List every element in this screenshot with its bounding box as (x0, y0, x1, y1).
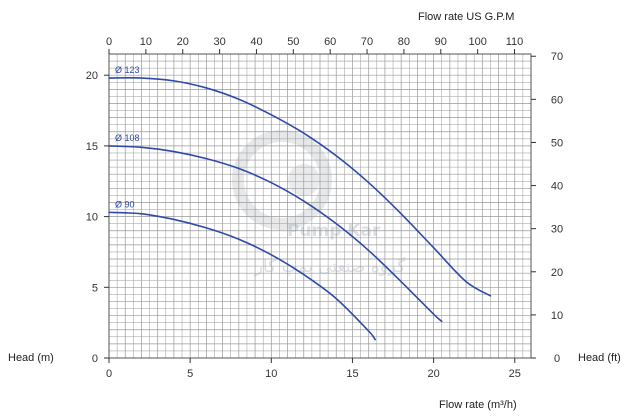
x-top-tick-label: 80 (398, 36, 410, 48)
watermark: Pump Kar گروه صنعتی پمپ کار (232, 130, 407, 277)
series: Ø 123 Ø 108 Ø 90 (108, 65, 492, 341)
x-top-tick-label: 90 (435, 36, 447, 48)
series-line-90 (108, 211, 376, 341)
y-right-tick-label: 30 (551, 224, 563, 236)
x-top-tick-label: 100 (468, 36, 486, 48)
watermark-logo-center (288, 164, 320, 196)
series-label-123: Ø 123 (115, 65, 140, 75)
y-right-axis-title: Head (ft) (578, 352, 621, 364)
y-left-axis-title: Head (m) (8, 352, 54, 364)
watermark-farsi-text: گروه صنعتی پمپ کار (254, 256, 407, 277)
y-left-tick-label: 15 (86, 141, 98, 153)
y-left-tick-label: 10 (86, 212, 98, 224)
plot-frame (108, 53, 532, 359)
series-label-108: Ø 108 (115, 133, 140, 143)
axes: 0 5 10 15 20 250 10 20 30 40 50 60 70 80 90 100 11005101… (86, 36, 563, 380)
series-label-90: Ø 90 (115, 199, 135, 209)
x-top-tick-label: 70 (361, 36, 373, 48)
x-bottom-tick-label: 20 (427, 368, 439, 380)
x-top-tick-label: 40 (250, 36, 262, 48)
x-top-tick-label: 60 (324, 36, 336, 48)
watermark-brand: Pump Kar (287, 221, 381, 241)
x-top-tick-label: 10 (140, 36, 152, 48)
x-top-tick-label: 0 (106, 36, 112, 48)
y-right-tick-label: 10 (551, 310, 563, 322)
y-right-tick-label: 20 (551, 267, 563, 279)
x-bottom-tick-label: 15 (346, 368, 358, 380)
y-right-tick-label: 70 (551, 51, 563, 63)
x-bottom-axis-title: Flow rate (m³/h) (439, 399, 517, 411)
x-bottom-tick-label: 5 (187, 368, 193, 380)
series-line-108 (108, 145, 443, 323)
watermark-logo-ring (232, 130, 332, 230)
y-right-tick-label: 60 (551, 94, 563, 106)
y-left-tick-label: 0 (92, 353, 98, 365)
x-top-tick-label: 30 (213, 36, 225, 48)
y-right-tick-label: 0 (554, 353, 560, 365)
x-bottom-tick-label: 10 (265, 368, 277, 380)
y-right-tick-label: 50 (551, 137, 563, 149)
x-bottom-tick-label: 0 (106, 368, 112, 380)
series-line-123 (108, 77, 492, 297)
plot-border (108, 53, 532, 359)
x-top-axis-title: Flow rate US G.P.M (418, 11, 514, 23)
x-top-tick-label: 20 (177, 36, 189, 48)
y-right-tick-label: 40 (551, 181, 563, 193)
grid (108, 53, 532, 359)
y-left-tick-label: 20 (86, 70, 98, 82)
x-top-tick-label: 50 (287, 36, 299, 48)
y-left-tick-label: 5 (92, 282, 98, 294)
x-top-tick-label: 110 (506, 36, 524, 48)
x-bottom-tick-label: 25 (509, 368, 521, 380)
